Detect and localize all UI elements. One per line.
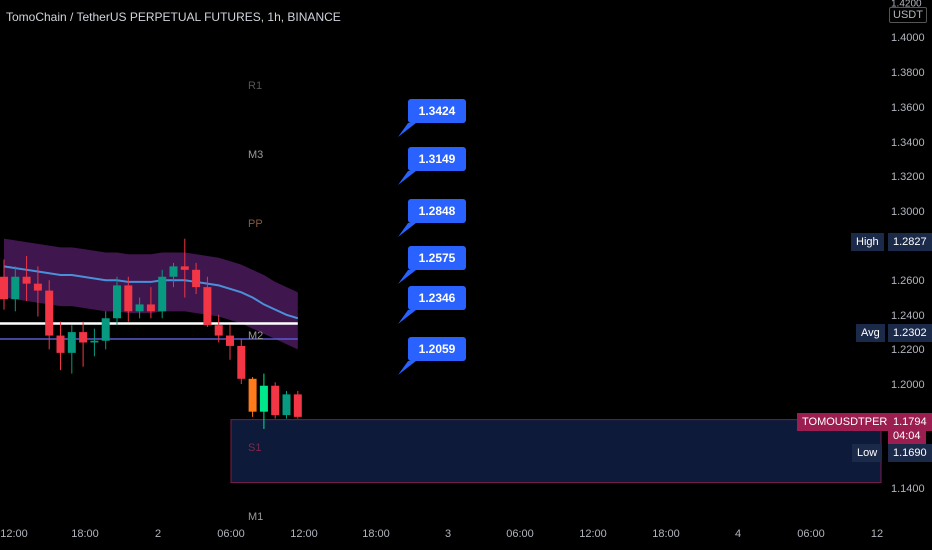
pivot-m3: M3	[248, 149, 264, 161]
candle-body	[293, 394, 302, 417]
price-axis-label: 1.3400	[891, 137, 925, 149]
candle-body	[203, 287, 212, 326]
time-axis-label: 18:00	[362, 528, 390, 540]
candle-body	[113, 285, 121, 319]
price-axis-label: 1.2200	[891, 344, 925, 356]
candle-body	[158, 276, 167, 312]
time-axis-label: 18:00	[71, 528, 99, 540]
callout-pointer	[398, 310, 416, 324]
pivot-r1: R1	[248, 80, 263, 92]
price-axis-label: 1.2000	[891, 379, 925, 391]
candle-body	[237, 345, 246, 379]
candle-body	[11, 276, 20, 300]
price-axis-label: 1.2600	[891, 275, 925, 287]
candle-body	[45, 290, 54, 336]
price-axis-label: 1.3800	[891, 67, 925, 79]
pivot-m2: M2	[248, 330, 264, 342]
pivot-m1: M1	[248, 511, 264, 523]
price-axis-label: 1.3200	[891, 171, 925, 183]
symbol-label: TOMOUSDTPERP	[797, 413, 900, 431]
candle-body	[146, 304, 155, 312]
time-axis-label: 3	[444, 528, 452, 540]
time-axis-label: 12:00	[0, 528, 28, 540]
price-label-top: 1.4200	[891, 0, 922, 10]
candle-body	[0, 276, 8, 300]
candle-body	[90, 340, 99, 343]
currency-selector[interactable]: USDT	[889, 7, 927, 23]
candle-body	[101, 318, 110, 341]
time-axis-label: 4	[734, 528, 742, 540]
target-callout-2[interactable]: 1.3149	[408, 147, 466, 171]
high-value: 1.2827	[888, 233, 932, 251]
candle-body	[248, 378, 257, 412]
candle-body	[271, 385, 280, 416]
time-axis-label: 2	[154, 528, 162, 540]
time-axis-label: 12:00	[579, 528, 607, 540]
candle-body	[135, 304, 144, 312]
time-axis-label: 12	[870, 528, 884, 540]
candle-body	[192, 269, 201, 288]
basis-line	[3, 265, 299, 320]
time-axis-label: 06:00	[217, 528, 245, 540]
price-axis-label: 1.2400	[891, 310, 925, 322]
chart-title: TomoChain / TetherUS PERPETUAL FUTURES, …	[6, 10, 341, 24]
pivot-s1: S1	[248, 442, 262, 454]
price-axis-label: 1.4000	[891, 32, 925, 44]
price-axis-label: 1.3600	[891, 102, 925, 114]
target-callout-6[interactable]: 1.2059	[408, 337, 466, 361]
callout-pointer	[398, 223, 416, 237]
candle-body	[79, 332, 88, 343]
candle-body	[282, 394, 291, 416]
candle-body	[226, 335, 234, 346]
candle-body	[67, 332, 76, 353]
low-value: 1.1690	[888, 444, 932, 462]
candle-body	[56, 335, 65, 353]
avg-label: Avg	[856, 324, 885, 342]
time-axis-label: 06:00	[797, 528, 825, 540]
time-axis-label: 06:00	[506, 528, 534, 540]
support-zone	[230, 419, 882, 484]
time-axis-label: 18:00	[652, 528, 680, 540]
callout-pointer	[398, 361, 416, 375]
callout-pointer	[398, 171, 416, 185]
price-axis-label: 1.1400	[891, 483, 925, 495]
callout-pointer	[398, 123, 416, 137]
target-callout-5[interactable]: 1.2346	[408, 286, 466, 310]
candle-body	[124, 285, 133, 312]
candle-body	[22, 276, 31, 284]
time-axis-label: 12:00	[290, 528, 318, 540]
symbol-price: 1.1794	[888, 413, 932, 431]
candle-countdown: 04:04	[888, 427, 926, 445]
candle-body	[169, 266, 178, 277]
price-axis-label: 1.3000	[891, 206, 925, 218]
candle-body	[259, 385, 268, 412]
high-label: High	[851, 233, 884, 251]
candle-body	[33, 283, 42, 291]
callout-pointer	[398, 270, 416, 284]
avg-value: 1.2302	[888, 324, 932, 342]
candle-body	[180, 266, 189, 270]
low-label: Low	[852, 444, 883, 462]
target-callout-3[interactable]: 1.2848	[408, 199, 466, 223]
target-callout-1[interactable]: 1.3424	[408, 99, 466, 123]
target-callout-4[interactable]: 1.2575	[408, 246, 466, 270]
candle-body	[214, 325, 223, 336]
pivot-pp: PP	[248, 218, 263, 230]
